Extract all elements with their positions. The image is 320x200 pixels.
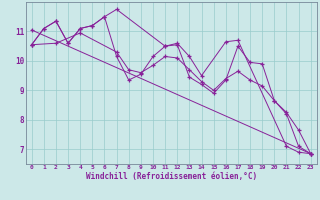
X-axis label: Windchill (Refroidissement éolien,°C): Windchill (Refroidissement éolien,°C) — [86, 172, 257, 181]
